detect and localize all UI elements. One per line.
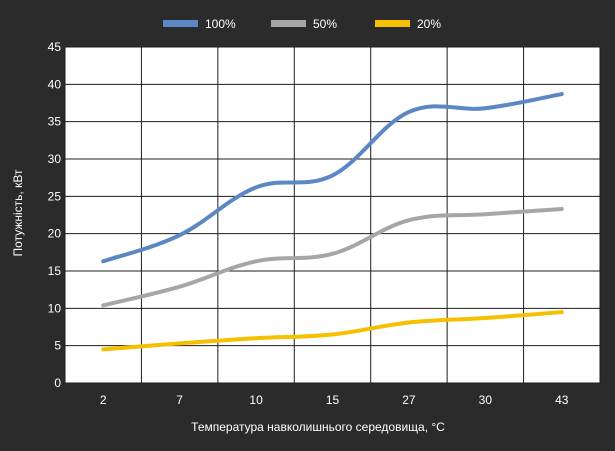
y-tick-label: 10 [48,301,62,315]
legend-swatch [163,20,198,27]
y-tick-label: 35 [48,115,62,129]
y-tick-label: 0 [54,376,61,390]
x-axis-ticks: 2 7 10 15 27 30 43 [100,393,569,407]
x-tick-label: 2 [100,393,107,407]
series-line-1 [101,207,564,308]
legend-label: 20% [417,17,441,31]
y-tick-label: 30 [48,152,62,166]
grid [64,46,601,384]
legend-label: 100% [205,17,236,31]
x-tick-label: 43 [555,393,569,407]
x-tick-label: 30 [479,393,493,407]
y-tick-label: 5 [54,339,61,353]
series-layer [101,92,564,352]
legend: 100% 50% 20% [163,17,441,31]
legend-swatch [271,20,306,27]
y-tick-label: 25 [48,189,62,203]
y-tick-label: 15 [48,264,62,278]
y-tick-label: 45 [48,40,62,54]
x-tick-label: 15 [326,393,340,407]
y-tick-label: 20 [48,227,62,241]
x-tick-label: 27 [402,393,416,407]
series-line-2 [101,310,564,352]
y-axis-ticks: 0 5 10 15 20 25 30 35 40 45 [48,40,62,390]
y-axis-title: Потужність, кВт [11,169,25,256]
x-axis-title: Температура навколишнього середовища, °C [191,420,445,434]
legend-swatch [375,20,410,27]
legend-label: 50% [313,17,337,31]
series-line-0 [101,92,564,264]
y-tick-label: 40 [48,77,62,91]
x-tick-label: 10 [249,393,263,407]
x-tick-label: 7 [176,393,183,407]
